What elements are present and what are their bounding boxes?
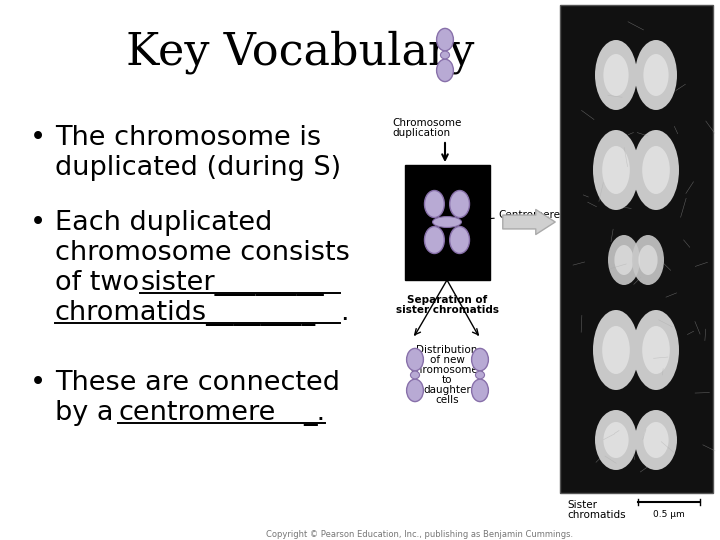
Text: sister________: sister________ — [140, 270, 323, 296]
Text: _.: _. — [303, 400, 325, 426]
Text: centromere: centromere — [118, 400, 275, 426]
Text: •: • — [30, 210, 46, 236]
Text: duplication: duplication — [392, 128, 450, 138]
Ellipse shape — [603, 422, 629, 458]
Ellipse shape — [407, 348, 423, 371]
Text: These are connected: These are connected — [55, 370, 340, 396]
Text: by a: by a — [55, 400, 122, 426]
Bar — [560, 5, 713, 493]
Ellipse shape — [642, 326, 670, 374]
Ellipse shape — [635, 410, 677, 470]
Ellipse shape — [593, 130, 639, 210]
Ellipse shape — [441, 51, 449, 59]
Text: Copyright © Pearson Education, Inc., publishing as Benjamin Cummings.: Copyright © Pearson Education, Inc., pub… — [266, 530, 574, 539]
Text: of two: of two — [55, 270, 148, 296]
Text: of new: of new — [430, 355, 464, 365]
Ellipse shape — [450, 191, 469, 218]
Ellipse shape — [475, 371, 485, 379]
Ellipse shape — [633, 310, 679, 390]
Ellipse shape — [595, 40, 637, 110]
Ellipse shape — [593, 310, 639, 390]
Ellipse shape — [608, 235, 640, 285]
Text: Separation of: Separation of — [407, 295, 487, 305]
Ellipse shape — [602, 146, 630, 194]
Ellipse shape — [410, 371, 420, 379]
Ellipse shape — [642, 146, 670, 194]
Text: chromatids________: chromatids________ — [55, 300, 316, 326]
Text: cells: cells — [435, 395, 459, 405]
Text: sister chromatids: sister chromatids — [395, 305, 498, 315]
Text: Chromosome: Chromosome — [392, 118, 462, 128]
Ellipse shape — [639, 245, 657, 275]
Text: Sister: Sister — [567, 500, 597, 510]
Ellipse shape — [472, 379, 488, 402]
Ellipse shape — [635, 40, 677, 110]
Text: daughter: daughter — [423, 385, 471, 395]
Ellipse shape — [472, 348, 488, 371]
Bar — [405, 165, 490, 280]
Ellipse shape — [603, 54, 629, 96]
Ellipse shape — [450, 226, 469, 253]
Ellipse shape — [436, 59, 454, 82]
Ellipse shape — [436, 29, 454, 51]
Text: •: • — [30, 370, 46, 396]
Ellipse shape — [644, 422, 669, 458]
Text: Each duplicated: Each duplicated — [55, 210, 272, 236]
Text: to: to — [442, 375, 452, 385]
Ellipse shape — [595, 410, 637, 470]
Text: Key Vocabulary: Key Vocabulary — [126, 30, 474, 73]
Text: chromosomes: chromosomes — [410, 365, 484, 375]
Ellipse shape — [632, 235, 664, 285]
Text: chromosome consists: chromosome consists — [55, 240, 350, 266]
Ellipse shape — [602, 326, 630, 374]
Text: duplicated (during S): duplicated (during S) — [55, 155, 341, 181]
Text: .: . — [340, 300, 348, 326]
Ellipse shape — [644, 54, 669, 96]
Ellipse shape — [633, 130, 679, 210]
Ellipse shape — [425, 226, 444, 253]
Text: •: • — [30, 125, 46, 151]
Ellipse shape — [425, 191, 444, 218]
Ellipse shape — [433, 217, 462, 227]
Text: 0.5 μm: 0.5 μm — [653, 510, 685, 519]
Ellipse shape — [407, 379, 423, 402]
FancyArrowPatch shape — [503, 210, 555, 234]
Text: The chromosome is: The chromosome is — [55, 125, 321, 151]
Ellipse shape — [614, 245, 634, 275]
Text: Distribution: Distribution — [416, 345, 477, 355]
Text: Centromere: Centromere — [498, 210, 560, 220]
Text: chromatids: chromatids — [567, 510, 626, 520]
